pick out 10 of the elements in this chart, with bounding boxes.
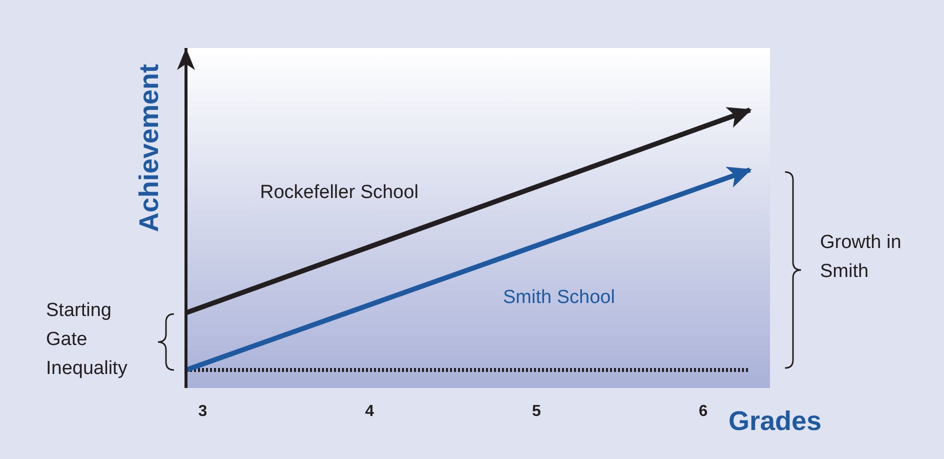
y-axis-title: Achievement	[134, 64, 164, 232]
x-axis-title: Grades	[728, 406, 822, 436]
text: Growth in Smith	[820, 232, 902, 282]
text: Starting Gate Inequality	[46, 300, 128, 379]
x-tick-label: 6	[698, 403, 708, 420]
series-label: Smith School	[503, 287, 615, 308]
series-label: Rockefeller School	[260, 182, 418, 203]
x-tick-label: 4	[365, 403, 374, 420]
x-tick-label: 5	[532, 403, 541, 420]
x-tick-label: 3	[198, 403, 208, 420]
